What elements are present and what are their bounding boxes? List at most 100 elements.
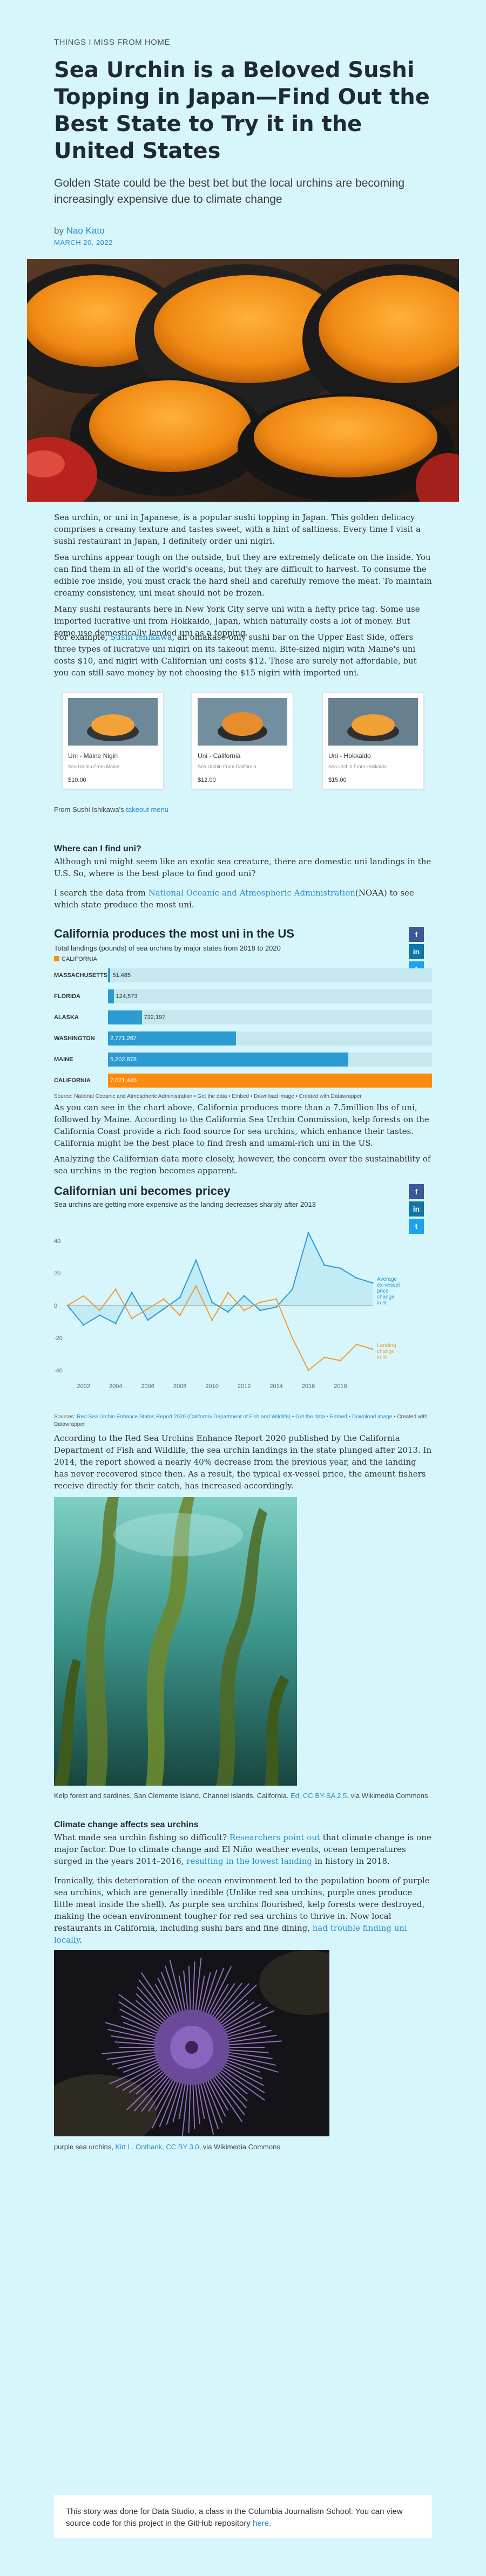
bar-track: 5,202,878 bbox=[108, 1053, 432, 1067]
twitter-share-icon[interactable]: t bbox=[409, 1219, 424, 1234]
bar bbox=[108, 1010, 142, 1024]
sushi-ishikawa-link[interactable]: Sushi Ishikawa bbox=[110, 632, 172, 642]
menu-card-desc: Sea Urchin From Hokkaido bbox=[328, 764, 387, 769]
menu-card-maine: Uni - Maine Nigiri Sea Urchin From Maine… bbox=[62, 692, 164, 789]
sushi-paragraph: For example, Sushi Ishikawa, an omakase-… bbox=[54, 632, 417, 678]
series-label: change bbox=[377, 1294, 395, 1300]
source-link[interactable]: Red Sea Urchin Enhance Status Report 202… bbox=[77, 1414, 393, 1420]
series-label: in % bbox=[377, 1355, 388, 1361]
x-tick-label: 2018 bbox=[334, 1383, 347, 1390]
y-tick-label: 0 bbox=[54, 1303, 57, 1309]
intro-paragraph-3: Many sushi restaurants here in New York … bbox=[54, 604, 420, 638]
price-point bbox=[163, 1308, 165, 1310]
line-chart: 40 20 0 -20 -40 2002 2004 2006 2008 2010 2012 2014 2… bbox=[54, 1231, 400, 1390]
y-tick-label: 40 bbox=[54, 1238, 60, 1245]
purple-urchin-illustration bbox=[54, 1950, 329, 2136]
y-tick-label: -20 bbox=[54, 1335, 63, 1342]
noaa-link[interactable]: National Oceanic and Atmospheric Adminis… bbox=[148, 888, 355, 898]
bar-track: 124,573 bbox=[108, 989, 432, 1003]
menu-card-name: Uni - Maine Nigiri bbox=[68, 752, 118, 760]
bar-category-label: CALIFORNIA bbox=[54, 1077, 91, 1084]
climate-paragraph-1: What made sea urchin fishing so difficul… bbox=[54, 1833, 431, 1866]
maine-uni-photo bbox=[68, 698, 158, 746]
intro-paragraph-2: Sea urchins appear tough on the outside,… bbox=[54, 552, 432, 598]
landing-point bbox=[307, 1369, 309, 1371]
landing-point bbox=[259, 1301, 261, 1303]
bar-track: 2,771,267 bbox=[108, 1031, 432, 1046]
kicker: THINGS I MISS FROM HOME bbox=[54, 38, 170, 47]
california-uni-photo bbox=[198, 698, 287, 746]
linkedin-share-icon[interactable]: in bbox=[409, 1201, 424, 1217]
publish-date: MARCH 20, 2022 bbox=[54, 238, 113, 247]
x-tick-label: 2016 bbox=[302, 1383, 315, 1390]
bar-value-label: 7,021,445 bbox=[110, 1077, 137, 1084]
series-label: ex-vessel bbox=[377, 1282, 400, 1288]
landing-point bbox=[291, 1337, 293, 1339]
purple-license-link[interactable]: Kirt L. Onthank, CC BY 3.0 bbox=[115, 2143, 199, 2151]
landing-point bbox=[227, 1292, 229, 1294]
bar-track: 732,197 bbox=[108, 1010, 432, 1024]
landing-point bbox=[243, 1309, 245, 1311]
price-point bbox=[259, 1309, 261, 1311]
climate-heading: Climate change affects sea urchins bbox=[54, 1820, 199, 1829]
landing-point bbox=[114, 1288, 117, 1290]
series-label: change bbox=[377, 1349, 395, 1355]
landing-point bbox=[131, 1317, 133, 1320]
researchers-link[interactable]: Researchers point out bbox=[229, 1833, 320, 1842]
menu-card-name: Uni - California bbox=[198, 752, 241, 760]
menu-card-price: $10.00 bbox=[68, 777, 86, 783]
bar bbox=[108, 968, 111, 982]
facebook-share-icon[interactable]: f bbox=[409, 927, 424, 942]
github-repository-link[interactable]: here bbox=[253, 2519, 269, 2528]
landing-point bbox=[163, 1298, 165, 1300]
menu-card-california: Uni - California Sea Urchin From Califor… bbox=[192, 692, 293, 789]
lowest-landing-link[interactable]: resulting in the lowest landing bbox=[186, 1856, 312, 1866]
bar-category-label: MASSACHUSETTS bbox=[54, 972, 108, 979]
bar-row: FLORIDA 124,573 bbox=[54, 989, 432, 1003]
intro-paragraph-1: Sea urchin, or uni in Japanese, is a pop… bbox=[54, 513, 421, 546]
headline: Sea Urchin is a Beloved Sushi Topping in… bbox=[54, 58, 430, 163]
landing-point bbox=[83, 1295, 85, 1297]
trouble-finding-uni-link[interactable]: had trouble finding uni locally bbox=[54, 1923, 407, 1945]
menu-caption: From Sushi Ishikawa's takeout menu bbox=[54, 805, 169, 814]
series-label: Average bbox=[377, 1276, 397, 1282]
bar bbox=[108, 1053, 348, 1067]
bar-chart-source: Source: National Oceanic and Atmospheric… bbox=[54, 1094, 362, 1099]
price-point bbox=[179, 1296, 181, 1299]
price-point bbox=[307, 1232, 309, 1234]
x-tick-label: 2008 bbox=[173, 1383, 186, 1390]
search-paragraph: I search the data from National Oceanic … bbox=[54, 888, 414, 910]
kelp-caption: Kelp forest and sardines, San Clemente I… bbox=[54, 1792, 428, 1800]
uni-nigiri-illustration bbox=[27, 259, 459, 502]
bar-row: CALIFORNIA 7,021,445 bbox=[54, 1074, 432, 1088]
linkedin-share-icon[interactable]: in bbox=[409, 944, 424, 959]
facebook-share-icon[interactable]: f bbox=[409, 1184, 424, 1199]
price-point bbox=[147, 1319, 149, 1321]
x-tick-label: 2010 bbox=[205, 1383, 218, 1390]
takeout-menu-link[interactable]: takeout menu bbox=[126, 805, 169, 814]
bar-chart-title: California produces the most uni in the … bbox=[54, 927, 294, 940]
bar-row: MASSACHUSETTS 51,485 bbox=[54, 968, 432, 982]
kelp-license-link[interactable]: Ed, CC BY-SA 2.5 bbox=[290, 1792, 347, 1800]
analysis-paragraph-1: As you can see in the chart above, Calif… bbox=[54, 1103, 429, 1148]
landing-point bbox=[98, 1309, 100, 1311]
menu-card-price: $12.00 bbox=[198, 777, 216, 783]
kelp-forest-photo bbox=[54, 1497, 297, 1786]
bar-value-label: 5,202,878 bbox=[110, 1056, 137, 1063]
landing-point bbox=[211, 1319, 213, 1321]
landing-point bbox=[275, 1298, 278, 1300]
x-tick-label: 2004 bbox=[109, 1383, 122, 1390]
bar-value-label: 124,573 bbox=[116, 993, 138, 1000]
bar-row: ALASKA 732,197 bbox=[54, 1010, 432, 1024]
bar bbox=[108, 1031, 236, 1046]
menu-card-price: $15.00 bbox=[328, 777, 347, 783]
price-point bbox=[98, 1314, 100, 1316]
bar-category-label: WASHINGTON bbox=[54, 1035, 95, 1042]
bar bbox=[108, 989, 114, 1003]
purple-urchin-photo bbox=[54, 1950, 329, 2136]
landing-change-line bbox=[67, 1284, 373, 1371]
price-point bbox=[355, 1277, 357, 1279]
y-tick-label: -40 bbox=[54, 1368, 63, 1374]
author-link[interactable]: Nao Kato bbox=[66, 226, 105, 236]
landing-point bbox=[147, 1308, 149, 1310]
